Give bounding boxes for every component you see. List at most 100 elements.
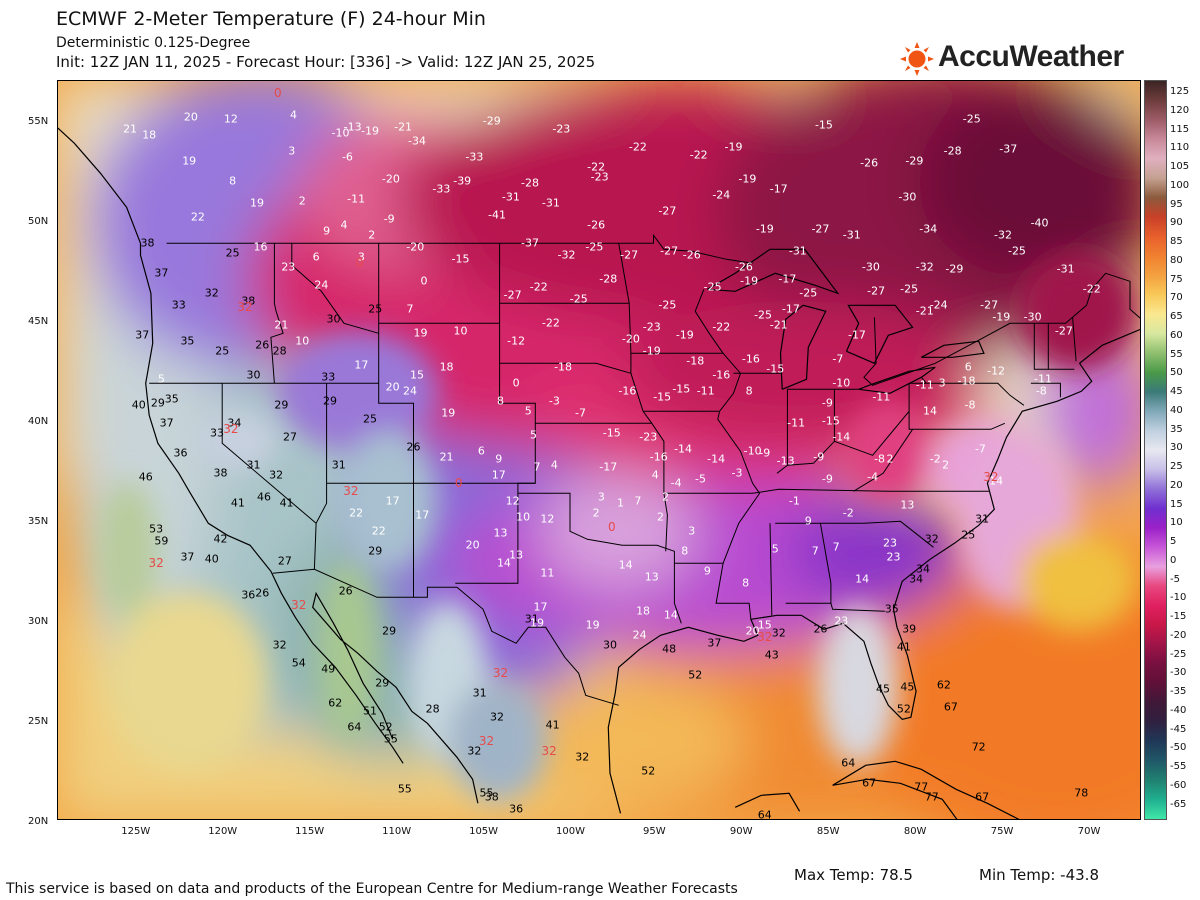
colorbar-tick: 80 xyxy=(1170,254,1183,266)
state-line xyxy=(313,383,328,570)
colorbar-tick: 60 xyxy=(1170,329,1183,341)
temperature-value: 14 xyxy=(496,556,511,570)
temperature-value: 23 xyxy=(281,260,296,274)
temperature-value: 33 xyxy=(321,370,336,384)
temperature-value: -18 xyxy=(554,360,573,374)
temperature-value: 22 xyxy=(190,210,205,224)
temperature-value: -25 xyxy=(799,286,818,300)
temperature-value: 41 xyxy=(279,496,294,510)
temperature-value: -16 xyxy=(741,352,760,366)
temperature-value: 3 xyxy=(597,490,605,504)
temperature-value: 25 xyxy=(225,246,240,260)
colorbar-tick: 25 xyxy=(1170,461,1183,472)
lat-label: 55N xyxy=(28,116,49,128)
accuweather-logo: AccuWeather xyxy=(900,40,1140,78)
state-line xyxy=(715,411,761,620)
temperature-value: -41 xyxy=(488,208,506,222)
temperature-value: 14 xyxy=(663,608,678,622)
temperature-value: -9 xyxy=(759,446,771,460)
temperature-value: 13 xyxy=(509,548,524,562)
contour-label: 0 xyxy=(355,256,364,271)
temperature-value: -39 xyxy=(453,174,472,188)
colorbar-tick: 35 xyxy=(1170,423,1183,435)
temperature-value: -22 xyxy=(1082,282,1101,296)
state-borders xyxy=(149,233,1140,706)
init-valid-line: Init: 12Z JAN 11, 2025 - Forecast Hour: … xyxy=(56,53,596,71)
temperature-value: 48 xyxy=(662,642,677,656)
temperature-value: 18 xyxy=(439,360,454,374)
temperature-value: 2 xyxy=(662,490,670,504)
temperature-value: -27 xyxy=(620,248,639,262)
temperature-value: 5 xyxy=(157,372,165,386)
temperature-value: -9 xyxy=(813,450,825,464)
contour-label: 32 xyxy=(343,484,359,499)
temperature-value: -22 xyxy=(529,280,548,294)
temperature-value: 45 xyxy=(876,682,891,696)
temperature-value: -8 xyxy=(874,452,886,466)
temperature-value: -24 xyxy=(929,298,948,312)
temperature-value: -9 xyxy=(821,396,833,410)
us-canada-border xyxy=(166,233,753,264)
ecmwf-credit: This service is based on data and produc… xyxy=(6,881,738,897)
temperature-value: 13 xyxy=(900,498,915,512)
temperature-value: 59 xyxy=(154,534,169,548)
temperature-value: 29 xyxy=(375,676,390,690)
temperature-value: 52 xyxy=(688,668,703,682)
temperature-value: -22 xyxy=(587,160,606,174)
colorbar-tick: 5 xyxy=(1170,536,1177,547)
temperature-value: -14 xyxy=(832,430,851,444)
temperature-value: 18 xyxy=(636,604,651,618)
temperature-value: -22 xyxy=(689,148,708,162)
colorbar-tick: 55 xyxy=(1170,348,1183,360)
temperature-value: 12 xyxy=(505,494,520,508)
temperature-value: 8 xyxy=(229,174,237,188)
temperature-value: -25 xyxy=(585,240,604,254)
colorbar-tick: 115 xyxy=(1170,123,1190,135)
lon-label: 120W xyxy=(208,826,238,837)
yucatan-coastline xyxy=(734,792,801,812)
temperature-value: 1 xyxy=(616,496,624,510)
us-canada-east-border xyxy=(863,272,1140,386)
colorbar-tick: 90 xyxy=(1170,217,1183,229)
temperature-value: 28 xyxy=(425,702,440,716)
temperature-value: 32 xyxy=(575,750,590,764)
temperature-value: 31 xyxy=(524,612,539,626)
state-line xyxy=(221,383,317,524)
temperature-value: 23 xyxy=(886,550,901,564)
temperature-value: -27 xyxy=(503,288,522,302)
temperature-value: 39 xyxy=(902,622,917,636)
temperature-value: 10 xyxy=(295,334,310,348)
temperature-value: -11 xyxy=(872,390,891,404)
temperature-value: 12 xyxy=(223,112,238,126)
temperature-value: -17 xyxy=(599,460,618,474)
temperature-value: 12 xyxy=(540,512,555,526)
temperature-value: 34 xyxy=(916,562,931,576)
colorbar-tick: -60 xyxy=(1170,779,1187,791)
temperature-value: 26 xyxy=(338,584,353,598)
temperature-value: 55 xyxy=(479,786,494,800)
temperature-value: 14 xyxy=(618,558,633,572)
temperature-value: 26 xyxy=(255,338,270,352)
temperature-value: 19 xyxy=(441,406,456,420)
temperature-value: -31 xyxy=(501,190,520,204)
temperature-value: 3 xyxy=(938,376,946,390)
temperature-value: 22 xyxy=(371,524,386,538)
temperature-value: 8 xyxy=(496,394,504,408)
colorbar-tick: 10 xyxy=(1170,517,1183,529)
contour-label: 0 xyxy=(274,86,282,101)
temperature-value: -15 xyxy=(653,390,672,404)
temperature-value: 41 xyxy=(230,496,245,510)
temperature-value: 21 xyxy=(123,122,138,136)
temperature-value: -26 xyxy=(587,218,606,232)
colorbar-tick: 125 xyxy=(1170,86,1190,97)
temperature-value: 33 xyxy=(171,298,186,312)
temperature-value: -19 xyxy=(642,344,661,358)
temperature-value: -28 xyxy=(599,272,618,286)
state-line xyxy=(663,488,990,494)
temperature-value: 6 xyxy=(477,444,485,458)
temperature-value: 30 xyxy=(246,368,261,382)
contour-label: 32 xyxy=(237,300,253,315)
temperature-value: -21 xyxy=(769,318,788,332)
temperature-value: 33 xyxy=(210,426,224,440)
lon-label: 125W xyxy=(121,826,151,837)
